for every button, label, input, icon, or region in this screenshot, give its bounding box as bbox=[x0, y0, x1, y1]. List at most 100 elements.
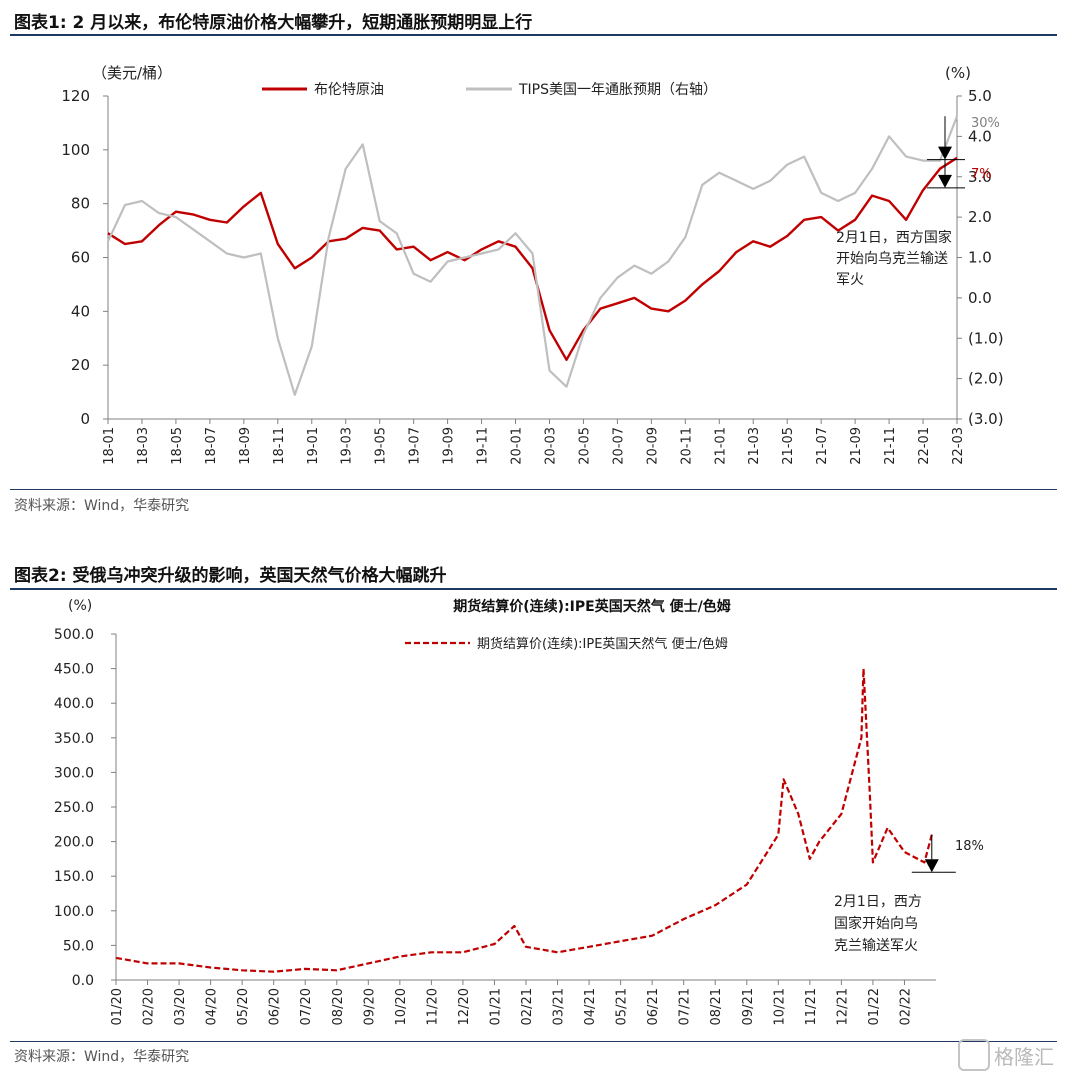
y-tick-label: 450.0 bbox=[54, 662, 94, 678]
x-tick-label: 08/21 bbox=[709, 988, 724, 1025]
gas-price-series-line bbox=[115, 667, 933, 973]
event-annotation-line: 军火 bbox=[836, 272, 864, 288]
event-annotation-line: 开始向乌克兰输送 bbox=[836, 251, 948, 267]
y-tick-label: 150.0 bbox=[54, 869, 94, 885]
x-tick-label: 18-11 bbox=[272, 427, 287, 465]
y2-tick-label: 3.0 bbox=[968, 168, 992, 186]
tips-series-line bbox=[107, 115, 959, 396]
x-tick-label: 08/20 bbox=[331, 988, 346, 1025]
x-tick-label: 11/20 bbox=[425, 988, 440, 1025]
callout-brent-7pct: 7% bbox=[971, 167, 992, 182]
figure1-source: 资料来源：Wind，华泰研究 bbox=[14, 498, 190, 514]
x-tick-label: 19-11 bbox=[476, 427, 491, 465]
y2-tick-label: 1.0 bbox=[968, 249, 992, 267]
y2-axis-title: (%) bbox=[945, 64, 971, 82]
legend-label-brent: 布伦特原油 bbox=[314, 82, 384, 98]
y-tick-label: 0.0 bbox=[72, 973, 94, 989]
x-tick-label: 21-03 bbox=[747, 427, 762, 465]
x-tick-label: 06/21 bbox=[646, 988, 661, 1025]
x-tick-label: 07/20 bbox=[299, 988, 314, 1025]
x-tick-label: 22-03 bbox=[951, 427, 966, 465]
event-annotation-line: 国家开始向乌 bbox=[834, 915, 918, 932]
x-tick-label: 03/21 bbox=[552, 988, 567, 1025]
y-tick-label: 300.0 bbox=[54, 765, 94, 781]
x-tick-label: 18-07 bbox=[204, 427, 219, 465]
x-tick-label: 19-05 bbox=[374, 427, 389, 465]
x-tick-label: 02/21 bbox=[520, 988, 535, 1025]
x-tick-label: 18-03 bbox=[136, 427, 151, 465]
y-tick-label: 120 bbox=[61, 87, 90, 105]
y-tick-label: 500.0 bbox=[54, 627, 94, 643]
x-tick-label: 05/20 bbox=[236, 988, 251, 1025]
y-axis-title: （美元/桶） bbox=[92, 64, 172, 82]
x-tick-label: 19-09 bbox=[442, 427, 457, 465]
y-tick-label: 50.0 bbox=[63, 938, 94, 954]
x-tick-label: 06/20 bbox=[268, 988, 283, 1025]
x-tick-label: 21-07 bbox=[815, 427, 830, 465]
event-annotation-line: 2月1日，西方 bbox=[834, 894, 922, 910]
y2-tick-label: (2.0) bbox=[968, 370, 1004, 388]
x-tick-label: 20-05 bbox=[577, 427, 592, 465]
x-tick-label: 21-01 bbox=[713, 427, 728, 465]
y-tick-label: 100 bbox=[61, 141, 90, 159]
x-tick-label: 11/21 bbox=[804, 988, 819, 1025]
y-tick-label: 400.0 bbox=[54, 696, 94, 712]
x-tick-label: 21-05 bbox=[781, 427, 796, 465]
watermark-logo-icon bbox=[958, 1039, 990, 1071]
figure1-chart: 0 20 40 60 80 100 120 (3.0) (2.0) (1.0) 0.0 1.0 2.0 3… bbox=[61, 64, 1004, 465]
event-annotation-line: 2月1日，西方国家 bbox=[836, 229, 952, 246]
x-tick-label: 03/20 bbox=[173, 988, 188, 1025]
x-tick-label: 12/20 bbox=[457, 988, 472, 1025]
x-tick-label: 10/21 bbox=[772, 988, 787, 1025]
y2-tick-label: (3.0) bbox=[968, 410, 1004, 428]
x-tick-label: 19-07 bbox=[408, 427, 423, 465]
y2-tick-label: 5.0 bbox=[968, 87, 992, 105]
brent-series-line bbox=[107, 156, 958, 361]
x-tick-label: 20-07 bbox=[611, 427, 626, 465]
y2-tick-label: 0.0 bbox=[968, 289, 992, 307]
x-tick-label: 09/21 bbox=[741, 988, 756, 1025]
y-tick-label: 80 bbox=[71, 195, 90, 213]
x-tick-label: 20-11 bbox=[679, 427, 694, 465]
figure1-title: 图表1: 2 月以来，布伦特原油价格大幅攀升，短期通胀预期明显上行 bbox=[14, 13, 533, 33]
x-tick-label: 02/22 bbox=[898, 988, 913, 1025]
figure2-title: 图表2: 受俄乌冲突升级的影响，英国天然气价格大幅跳升 bbox=[14, 566, 447, 586]
y-tick-label: 350.0 bbox=[54, 731, 94, 747]
arrow-gas-head bbox=[924, 859, 939, 873]
x-tick-label: 12/21 bbox=[835, 988, 850, 1025]
x-tick-label: 19-01 bbox=[306, 427, 321, 465]
x-tick-label: 21-09 bbox=[849, 427, 864, 465]
x-tick-label: 20-01 bbox=[510, 427, 525, 465]
figure2-bottom-rule bbox=[10, 1041, 1057, 1042]
y-tick-label: 40 bbox=[71, 302, 90, 320]
x-tick-label: 20-03 bbox=[543, 427, 558, 465]
y2-tick-label: (1.0) bbox=[968, 329, 1004, 347]
y-tick-label: 20 bbox=[71, 356, 90, 374]
x-tick-label: 02/20 bbox=[142, 988, 157, 1025]
x-tick-label: 04/20 bbox=[205, 988, 220, 1025]
figure1-bottom-rule bbox=[10, 489, 1057, 490]
x-tick-label: 01/22 bbox=[867, 988, 882, 1025]
figure2-source: 资料来源：Wind，华泰研究 bbox=[14, 1049, 190, 1065]
x-tick-label: 18-05 bbox=[170, 427, 185, 465]
figure1-title-rule bbox=[10, 34, 1057, 36]
x-tick-label: 19-03 bbox=[340, 427, 355, 465]
event-annotation-line: 克兰输送军火 bbox=[834, 938, 918, 954]
y-tick-label: 60 bbox=[71, 249, 90, 267]
callout-tips-30pct: 30% bbox=[971, 116, 1000, 131]
chart-title: 期货结算价(连续):IPE英国天然气 便士/色姆 bbox=[453, 598, 730, 615]
y-tick-label: 250.0 bbox=[54, 800, 94, 816]
y-tick-label: 0 bbox=[80, 410, 90, 428]
x-tick-label: 18-01 bbox=[102, 427, 117, 465]
y-axis-title: (%) bbox=[68, 598, 92, 614]
x-tick-label: 04/21 bbox=[583, 988, 598, 1025]
x-tick-label: 01/21 bbox=[488, 988, 503, 1025]
figure2-title-rule bbox=[10, 588, 1057, 590]
y-tick-label: 100.0 bbox=[54, 904, 94, 920]
watermark-text: 格隆汇 bbox=[994, 1045, 1054, 1069]
arrow-brent-head bbox=[938, 174, 952, 188]
legend-label-tips: TIPS美国一年通胀预期（右轴） bbox=[518, 82, 717, 98]
x-tick-label: 18-09 bbox=[238, 427, 253, 465]
x-tick-label: 09/20 bbox=[362, 988, 377, 1025]
x-tick-label: 10/20 bbox=[394, 988, 409, 1025]
